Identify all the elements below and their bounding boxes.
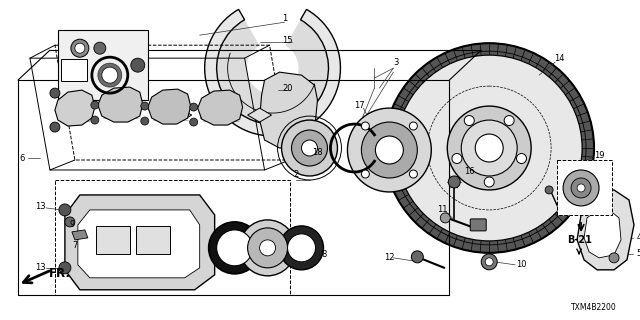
Circle shape bbox=[563, 170, 599, 206]
Circle shape bbox=[50, 122, 60, 132]
Text: TXM4B2200: TXM4B2200 bbox=[572, 303, 617, 312]
Circle shape bbox=[94, 42, 106, 54]
Circle shape bbox=[376, 136, 403, 164]
Circle shape bbox=[571, 178, 591, 198]
Text: 6: 6 bbox=[19, 154, 25, 163]
Circle shape bbox=[91, 101, 99, 109]
Circle shape bbox=[59, 204, 71, 216]
Circle shape bbox=[448, 176, 460, 188]
Circle shape bbox=[301, 140, 317, 156]
Polygon shape bbox=[248, 108, 271, 122]
Polygon shape bbox=[98, 87, 143, 122]
Circle shape bbox=[239, 220, 296, 276]
Circle shape bbox=[504, 116, 514, 125]
Text: 11: 11 bbox=[437, 205, 447, 214]
Text: 8: 8 bbox=[322, 250, 327, 259]
Text: 9: 9 bbox=[69, 220, 74, 229]
Circle shape bbox=[65, 217, 75, 227]
Circle shape bbox=[248, 228, 287, 268]
FancyBboxPatch shape bbox=[557, 160, 612, 215]
Circle shape bbox=[440, 213, 451, 223]
Polygon shape bbox=[168, 108, 192, 122]
Polygon shape bbox=[78, 210, 200, 278]
Circle shape bbox=[410, 122, 417, 130]
Circle shape bbox=[98, 63, 122, 87]
Circle shape bbox=[396, 55, 582, 241]
Circle shape bbox=[280, 226, 323, 270]
Polygon shape bbox=[584, 210, 621, 258]
Text: B-21: B-21 bbox=[566, 235, 591, 245]
Text: 18: 18 bbox=[312, 148, 323, 156]
Circle shape bbox=[59, 262, 71, 274]
Circle shape bbox=[209, 222, 260, 274]
FancyBboxPatch shape bbox=[61, 59, 87, 81]
Circle shape bbox=[485, 258, 493, 266]
Circle shape bbox=[452, 154, 462, 164]
Circle shape bbox=[260, 240, 276, 256]
Text: 7: 7 bbox=[72, 241, 77, 250]
Text: 13: 13 bbox=[35, 203, 45, 212]
Circle shape bbox=[410, 170, 417, 178]
Circle shape bbox=[484, 177, 494, 187]
Circle shape bbox=[577, 184, 585, 192]
Text: 16: 16 bbox=[464, 167, 474, 177]
Wedge shape bbox=[385, 43, 594, 253]
Circle shape bbox=[50, 88, 60, 98]
Text: 1: 1 bbox=[282, 14, 287, 23]
Wedge shape bbox=[205, 9, 340, 136]
Circle shape bbox=[447, 106, 531, 190]
Text: 14: 14 bbox=[554, 54, 564, 63]
Circle shape bbox=[362, 122, 369, 130]
Circle shape bbox=[362, 122, 417, 178]
Text: 5: 5 bbox=[636, 249, 640, 258]
Text: 20: 20 bbox=[282, 84, 292, 92]
Text: FR.: FR. bbox=[49, 267, 71, 280]
Circle shape bbox=[584, 200, 594, 210]
Circle shape bbox=[461, 120, 517, 176]
FancyBboxPatch shape bbox=[96, 226, 130, 254]
Circle shape bbox=[545, 186, 553, 194]
Text: 4: 4 bbox=[636, 233, 640, 242]
Circle shape bbox=[287, 234, 316, 262]
Circle shape bbox=[481, 254, 497, 270]
Polygon shape bbox=[55, 90, 95, 126]
Circle shape bbox=[189, 103, 198, 111]
Polygon shape bbox=[65, 195, 214, 290]
Polygon shape bbox=[72, 230, 88, 240]
FancyBboxPatch shape bbox=[136, 226, 170, 254]
Text: 12: 12 bbox=[384, 253, 395, 262]
Circle shape bbox=[71, 39, 89, 57]
Circle shape bbox=[609, 253, 619, 263]
Circle shape bbox=[476, 134, 503, 162]
Circle shape bbox=[362, 170, 369, 178]
Circle shape bbox=[91, 116, 99, 124]
Text: 17: 17 bbox=[354, 100, 365, 109]
Circle shape bbox=[292, 130, 328, 166]
Circle shape bbox=[282, 120, 337, 176]
Circle shape bbox=[412, 251, 423, 263]
Text: 15: 15 bbox=[282, 36, 292, 45]
Circle shape bbox=[141, 117, 148, 125]
Wedge shape bbox=[217, 20, 328, 124]
Circle shape bbox=[75, 43, 85, 53]
Text: 2: 2 bbox=[293, 171, 298, 180]
Polygon shape bbox=[260, 72, 317, 148]
Circle shape bbox=[102, 67, 118, 83]
Circle shape bbox=[464, 116, 474, 125]
Circle shape bbox=[189, 118, 198, 126]
Text: 13: 13 bbox=[35, 263, 45, 272]
Circle shape bbox=[348, 108, 431, 192]
Text: 10: 10 bbox=[516, 260, 527, 269]
FancyBboxPatch shape bbox=[58, 30, 148, 100]
Text: 3: 3 bbox=[394, 58, 399, 67]
Polygon shape bbox=[577, 190, 634, 270]
Polygon shape bbox=[148, 89, 191, 124]
Circle shape bbox=[516, 154, 527, 164]
FancyBboxPatch shape bbox=[470, 219, 486, 231]
Circle shape bbox=[141, 102, 148, 110]
Circle shape bbox=[217, 230, 253, 266]
Polygon shape bbox=[198, 90, 243, 125]
Circle shape bbox=[131, 58, 145, 72]
Text: 19: 19 bbox=[594, 150, 604, 159]
